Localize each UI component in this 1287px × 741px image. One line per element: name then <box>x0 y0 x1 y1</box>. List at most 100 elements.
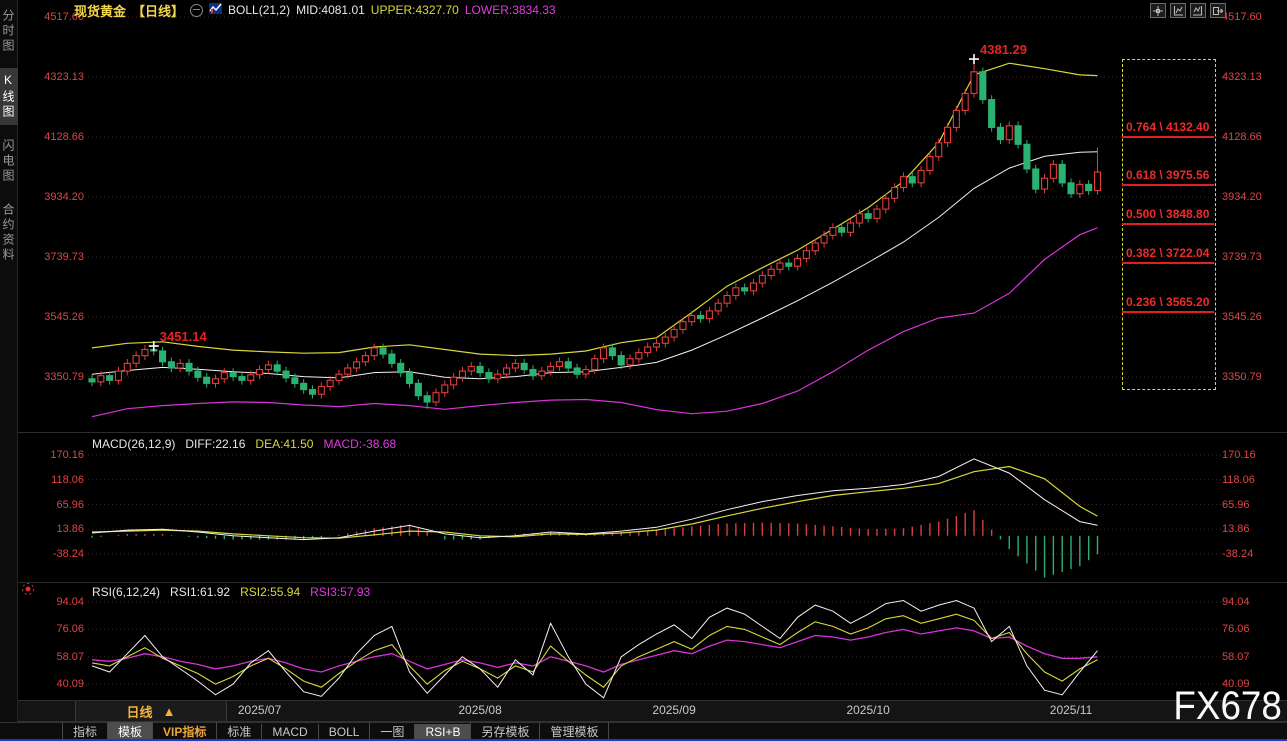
chart-header: 现货黄金 【日线】 BOLL(21,2) MID:4081.01 UPPER:4… <box>74 2 556 19</box>
boll-upper-value: UPPER:4327.70 <box>370 3 459 17</box>
period-arrow-icon: ▲ <box>162 703 176 719</box>
price-axis-label-left: 4517.60 <box>44 11 84 23</box>
sidebar-item-0[interactable]: 分时图 <box>1 9 15 54</box>
tab-4[interactable]: MACD <box>261 723 317 740</box>
fib-level-label: 0.618 \ 3975.56 <box>1126 168 1210 183</box>
rsi2-value: RSI2:55.94 <box>240 585 301 599</box>
left-sidebar: 分时图 K线图闪电图合约资料 <box>0 0 18 741</box>
rsi-indicator-name: RSI(6,12,24) <box>92 585 161 599</box>
rsi-axis-label-right: 40.09 <box>1222 678 1250 690</box>
price-axis-label-left: 4128.66 <box>44 131 84 143</box>
tab-9[interactable]: 管理模板 <box>539 722 610 741</box>
fib-level-line <box>1122 311 1214 313</box>
macd-axis-label-left: 65.96 <box>56 498 84 511</box>
price-axis-label-right: 3350.79 <box>1222 371 1262 383</box>
month-label: 2025/09 <box>652 703 696 717</box>
price-annotation: 4381.29 <box>980 42 1027 58</box>
macd-header-row: MACD(26,12,9) DIFF:22.16 DEA:41.50 MACD:… <box>92 437 396 451</box>
rsi-axis-label-left: 94.04 <box>56 596 84 608</box>
sidebar-item-1[interactable]: K线图 <box>0 68 18 125</box>
macd-axis-label-left: 118.06 <box>51 473 84 486</box>
tab-6[interactable]: 一图 <box>369 722 414 741</box>
macd-axis-label-right: 13.86 <box>1222 523 1250 536</box>
boll-mid-value: MID:4081.01 <box>296 3 365 17</box>
macd-macd-value: MACD:-38.68 <box>323 437 397 451</box>
macd-indicator-name: MACD(26,12,9) <box>92 437 176 451</box>
boll-lower-value: LOWER:3834.33 <box>464 3 556 17</box>
price-annotation: 3451.14 <box>159 329 207 345</box>
price-axis-label-left: 3934.20 <box>44 190 84 203</box>
tab-0[interactable]: 指标 <box>62 722 107 741</box>
period-label: 日线 <box>126 704 153 720</box>
rsi-axis-label-left: 40.09 <box>56 678 84 690</box>
price-axis-label-right: 3739.73 <box>1222 250 1262 263</box>
symbol-title: 现货黄金 <box>74 3 127 19</box>
tab-1[interactable]: 模板 <box>107 722 153 741</box>
top-right-toolbar <box>1150 3 1226 18</box>
period-selector[interactable]: 日线 ▲ <box>75 701 227 721</box>
panel-separator-macd <box>18 432 1287 433</box>
fib-level-label: 0.764 \ 4132.40 <box>1126 119 1210 134</box>
macd-dea-value: DEA:41.50 <box>255 437 314 451</box>
rsi-header-row: RSI(6,12,24) RSI1:61.92 RSI2:55.94 RSI3:… <box>92 585 370 599</box>
tab-5[interactable]: BOLL <box>317 723 370 740</box>
collapse-indicator-icon[interactable] <box>190 3 204 17</box>
watermark: FX678 <box>1173 684 1282 728</box>
month-label: 2025/11 <box>1049 703 1093 717</box>
panel-separator-rsi <box>18 582 1287 583</box>
fib-level-line <box>1122 184 1214 186</box>
fib-level-line <box>1122 262 1214 264</box>
rsi-axis-label-right: 58.07 <box>1222 650 1250 663</box>
price-axis-label-right: 4517.60 <box>1222 11 1262 23</box>
price-axis-label-right: 3934.20 <box>1222 190 1262 203</box>
rsi-axis-label-right: 76.06 <box>1222 623 1250 636</box>
bottom-tab-bar: 指标 模板 VIP指标 标准 MACD BOLL 一图 RSI+B 另存模板 管理模板 <box>0 722 1287 741</box>
tab-7[interactable]: RSI+B <box>414 723 471 740</box>
fib-level-label: 0.382 \ 3722.04 <box>1126 246 1210 261</box>
rsi-axis-label-left: 76.06 <box>56 623 84 636</box>
price-axis-label-left: 3739.73 <box>44 250 84 263</box>
macd-axis-label-right: 170.16 <box>1222 449 1256 461</box>
price-axis-label-right: 4128.66 <box>1222 131 1262 143</box>
tab-3[interactable]: 标准 <box>216 722 261 741</box>
macd-axis-label-left: -38.24 <box>52 548 84 560</box>
price-axis-label-left: 3350.79 <box>44 371 84 383</box>
axis-scale-left-icon[interactable] <box>1170 3 1186 18</box>
bottom-accent-edge <box>0 739 1287 741</box>
rsi-axis-label-left: 58.07 <box>56 650 84 663</box>
price-axis-label-right: 3545.26 <box>1222 310 1262 323</box>
time-axis-bar <box>18 700 1287 722</box>
rsi3-value: RSI3:57.93 <box>310 585 371 599</box>
fib-level-line <box>1122 136 1214 138</box>
month-label: 2025/07 <box>237 703 282 717</box>
rsi1-value: RSI1:61.92 <box>170 585 231 599</box>
exit-chart-icon[interactable] <box>1210 3 1226 18</box>
kline-mini-icon <box>209 2 223 18</box>
macd-axis-label-right: -38.24 <box>1222 548 1254 560</box>
macd-diff-value: DIFF:22.16 <box>185 437 246 451</box>
crosshair-icon[interactable] <box>1150 3 1166 18</box>
fib-level-label: 0.236 \ 3565.20 <box>1126 294 1210 309</box>
sidebar-item-3[interactable]: 合约资料 <box>1 203 15 263</box>
price-axis-label-left: 4323.13 <box>44 71 84 83</box>
fib-level-line <box>1122 223 1214 225</box>
macd-axis-label-right: 65.96 <box>1222 498 1250 511</box>
macd-axis-label-right: 118.06 <box>1222 473 1255 486</box>
month-label: 2025/10 <box>846 703 890 717</box>
month-label: 2025/08 <box>458 703 502 717</box>
tab-8[interactable]: 另存模板 <box>470 722 539 741</box>
rsi-axis-label-right: 94.04 <box>1222 596 1250 608</box>
axis-scale-right-icon[interactable] <box>1190 3 1206 18</box>
fib-level-label: 0.500 \ 3848.80 <box>1126 207 1210 222</box>
macd-axis-label-left: 13.86 <box>56 523 84 536</box>
macd-axis-label-left: 170.16 <box>50 449 84 461</box>
price-axis-label-right: 4323.13 <box>1222 71 1262 83</box>
tab-2[interactable]: VIP指标 <box>152 722 216 741</box>
period-tag: 【日线】 <box>132 3 185 19</box>
indicator-name: BOLL(21,2) <box>228 3 291 17</box>
rsi-live-dot-icon <box>21 582 35 601</box>
price-axis-label-left: 3545.26 <box>44 310 84 323</box>
sidebar-item-2[interactable]: 闪电图 <box>1 139 15 184</box>
